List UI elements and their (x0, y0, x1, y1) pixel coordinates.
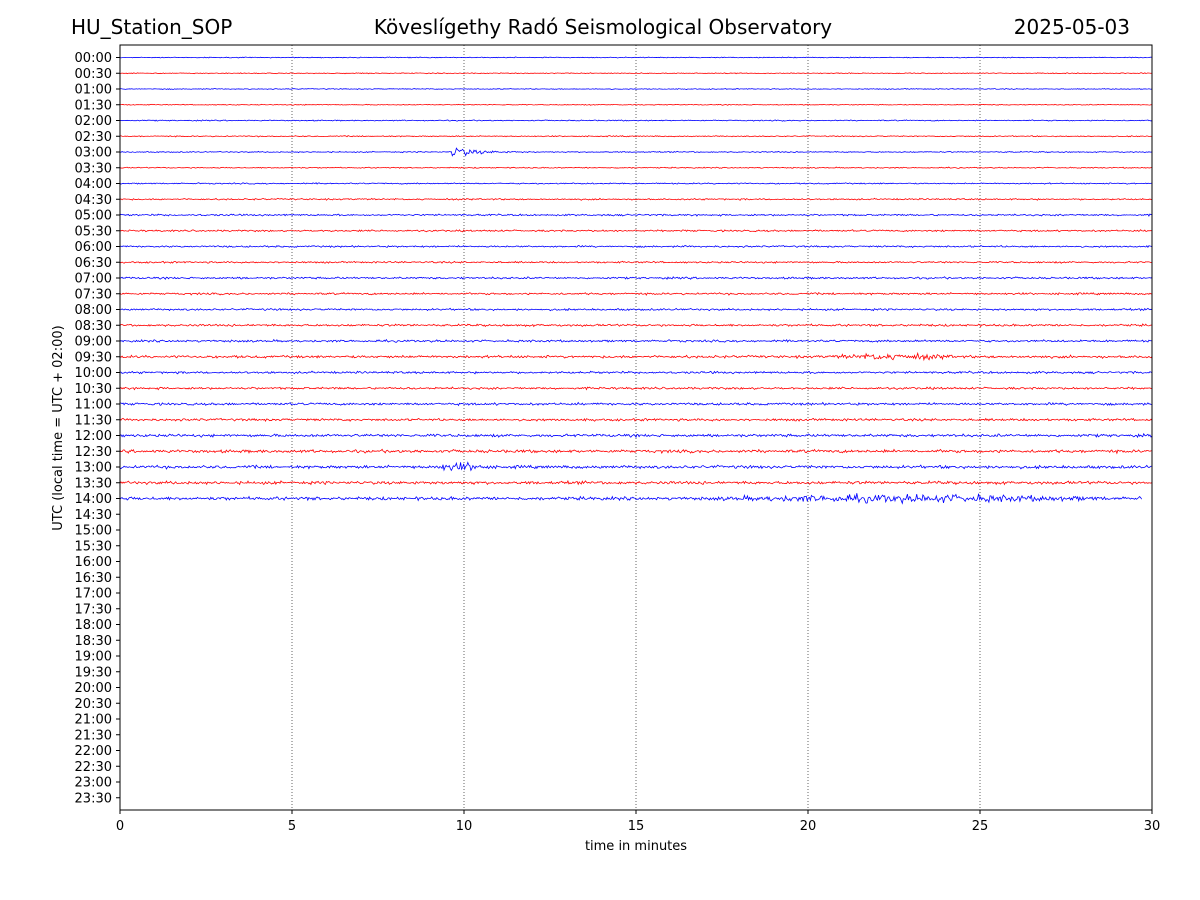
y-tick-label: 09:30 (75, 350, 112, 365)
y-tick-label: 12:00 (75, 429, 112, 444)
y-tick-label: 20:30 (75, 697, 112, 712)
y-tick-label: 19:30 (75, 665, 112, 680)
y-tick-label: 22:00 (75, 744, 112, 759)
x-tick-label: 15 (628, 819, 645, 834)
y-tick-label: 18:30 (75, 634, 112, 649)
y-tick-label: 08:30 (75, 319, 112, 334)
trace-1000 (119, 370, 1153, 375)
trace-1300 (119, 461, 1153, 472)
y-tick-label: 02:00 (75, 114, 112, 129)
x-tick-label: 20 (800, 819, 817, 834)
trace-1030 (119, 386, 1153, 391)
trace-0930 (119, 351, 1153, 362)
trace-0330 (119, 166, 1153, 169)
y-tick-label: 19:00 (75, 650, 112, 665)
y-tick-label: 21:30 (75, 728, 112, 743)
trace-0630 (119, 260, 1153, 264)
trace-1230 (119, 448, 1153, 455)
trace-0130 (119, 103, 1153, 106)
station-name: HU_Station_SOP (71, 15, 233, 39)
trace-0100 (119, 88, 1153, 90)
trace-0300 (119, 147, 1153, 157)
x-tick-label: 10 (456, 819, 473, 834)
y-tick-label: 09:00 (75, 335, 112, 350)
vertical-grid (291, 45, 981, 810)
y-tick-label: 02:30 (75, 130, 112, 145)
y-tick-label: 03:30 (75, 161, 112, 176)
y-tick-label: 23:00 (75, 776, 112, 791)
y-tick-label: 15:30 (75, 539, 112, 554)
y-tick-label: 08:00 (75, 303, 112, 318)
trace-0200 (119, 119, 1153, 122)
y-tick-label: 21:00 (75, 713, 112, 728)
y-tick-label: 15:00 (75, 524, 112, 539)
x-tick-label: 5 (288, 819, 296, 834)
trace-0900 (119, 338, 1153, 343)
y-tick-label: 10:00 (75, 366, 112, 381)
y-tick-label: 01:00 (75, 83, 112, 98)
y-tick-label: 16:00 (75, 555, 112, 570)
trace-0830 (119, 323, 1153, 328)
y-tick-label: 13:00 (75, 461, 112, 476)
y-tick-label: 06:30 (75, 256, 112, 271)
y-tick-label: 10:30 (75, 382, 112, 397)
y-tick-label: 12:30 (75, 445, 112, 460)
y-tick-label: 05:30 (75, 224, 112, 239)
trace-0530 (119, 229, 1153, 233)
y-tick-label: 14:30 (75, 508, 112, 523)
y-tick-label: 22:30 (75, 760, 112, 775)
x-tick-label: 25 (972, 819, 989, 834)
trace-0730 (119, 291, 1153, 296)
trace-1400 (119, 493, 1143, 505)
trace-0800 (119, 307, 1153, 312)
y-tick-label: 14:00 (75, 492, 112, 507)
trace-1100 (119, 401, 1153, 407)
trace-0430 (119, 197, 1153, 201)
trace-1200 (119, 432, 1153, 439)
y-tick-label: 16:30 (75, 571, 112, 586)
trace-0230 (119, 135, 1153, 138)
y-tick-label: 07:00 (75, 272, 112, 287)
y-tick-label: 17:30 (75, 602, 112, 617)
trace-0030 (119, 72, 1153, 75)
trace-0000 (119, 56, 1153, 59)
trace-0400 (119, 182, 1153, 185)
y-tick-label: 04:30 (75, 193, 112, 208)
y-axis-ticks: 00:0000:3001:0001:3002:0002:3003:0003:30… (75, 51, 120, 806)
y-tick-label: 01:30 (75, 98, 112, 113)
x-tick-label: 30 (1144, 819, 1161, 834)
x-tick-label: 0 (116, 819, 124, 834)
y-axis-label: UTC (local time = UTC + 02:00) (51, 325, 66, 530)
trace-0600 (119, 244, 1153, 249)
y-tick-label: 11:30 (75, 413, 112, 428)
y-tick-label: 11:00 (75, 398, 112, 413)
trace-0500 (119, 213, 1153, 217)
y-tick-label: 18:00 (75, 618, 112, 633)
y-tick-label: 00:00 (75, 51, 112, 66)
trace-0700 (119, 276, 1153, 280)
y-tick-label: 13:30 (75, 476, 112, 491)
y-tick-label: 17:00 (75, 587, 112, 602)
y-tick-label: 06:00 (75, 240, 112, 255)
trace-1330 (119, 479, 1153, 486)
y-tick-label: 20:00 (75, 681, 112, 696)
y-tick-label: 07:30 (75, 287, 112, 302)
y-tick-label: 23:30 (75, 791, 112, 806)
y-tick-label: 04:00 (75, 177, 112, 192)
y-tick-label: 00:30 (75, 67, 112, 82)
trace-1130 (119, 417, 1153, 423)
y-tick-label: 03:00 (75, 146, 112, 161)
chart-date: 2025-05-03 (1013, 15, 1130, 39)
y-tick-label: 05:00 (75, 209, 112, 224)
trace-layer (119, 56, 1153, 505)
x-axis-ticks: 0 5 10 15 20 25 30 (116, 810, 1160, 834)
chart-title: Köveslígethy Radó Seismological Observat… (373, 15, 833, 39)
x-axis-label: time in minutes (585, 839, 687, 854)
